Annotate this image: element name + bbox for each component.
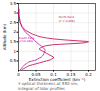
svg-text:3: 3: [13, 10, 16, 15]
svg-text:1.5: 1.5: [10, 39, 17, 44]
svg-text:3.5: 3.5: [10, 1, 17, 6]
svg-text:0: 0: [17, 72, 20, 77]
svg-text:2: 2: [13, 29, 16, 34]
svg-text:0.05: 0.05: [31, 71, 41, 77]
svg-text:North Paris: North Paris: [58, 14, 75, 19]
svg-text:0.1: 0.1: [50, 71, 57, 77]
svg-text:0.2: 0.2: [85, 72, 92, 77]
svg-text:0.15: 0.15: [66, 71, 76, 77]
svg-text:2.5: 2.5: [10, 20, 17, 25]
svg-text:(τ=0.160): (τ=0.160): [19, 39, 33, 43]
svg-text:Extinction coefficient (km⁻¹): Extinction coefficient (km⁻¹): [29, 77, 86, 82]
html-text:τ optical thickness at 550 nm,: τ optical thickness at 550 nm,: [18, 81, 79, 86]
html-text:integral of lidar profiles: integral of lidar profiles: [18, 85, 65, 91]
svg-text:1: 1: [13, 49, 16, 54]
svg-text:(τ = 0.229): (τ = 0.229): [59, 19, 75, 23]
svg-text:0.5: 0.5: [10, 58, 17, 63]
svg-text:Altitude (km): Altitude (km): [2, 23, 7, 50]
